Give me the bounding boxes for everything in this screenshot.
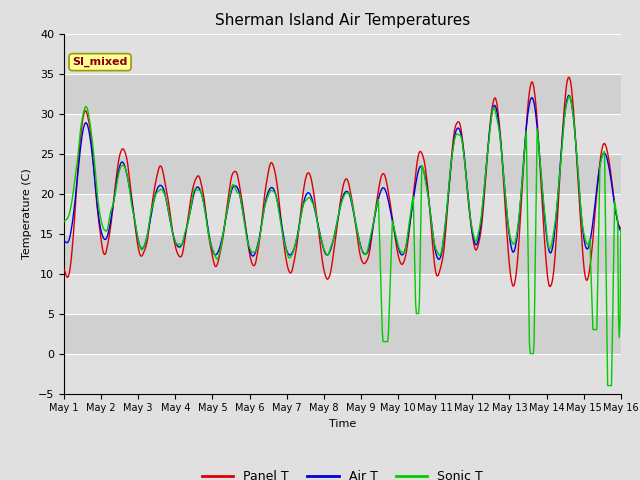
Legend: Panel T, Air T, Sonic T: Panel T, Air T, Sonic T <box>196 465 488 480</box>
Bar <box>64 154 621 193</box>
Bar <box>64 354 621 394</box>
Bar <box>64 274 621 313</box>
Title: Sherman Island Air Temperatures: Sherman Island Air Temperatures <box>215 13 470 28</box>
Bar <box>64 234 621 274</box>
Text: SI_mixed: SI_mixed <box>72 57 128 67</box>
X-axis label: Time: Time <box>329 419 356 429</box>
Bar <box>64 193 621 234</box>
Bar <box>64 313 621 354</box>
Bar <box>64 34 621 73</box>
Bar <box>64 73 621 114</box>
Bar <box>64 114 621 154</box>
Y-axis label: Temperature (C): Temperature (C) <box>22 168 33 259</box>
